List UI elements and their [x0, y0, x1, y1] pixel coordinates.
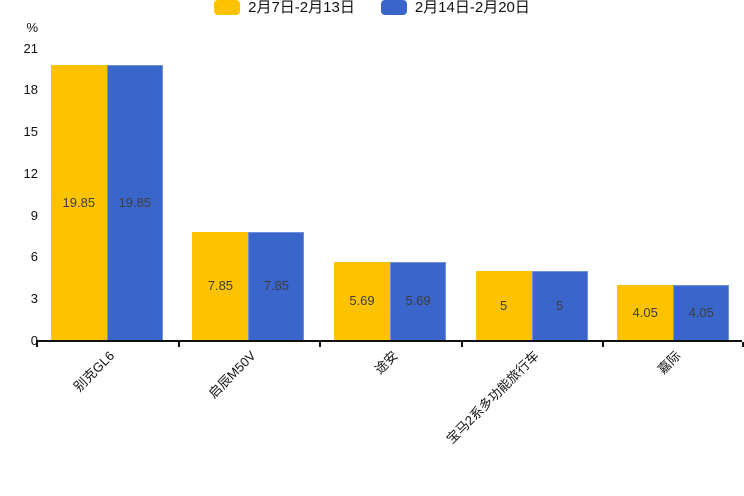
bar-value-label: 5.69 [349, 293, 375, 309]
bar-week1-3 [475, 271, 532, 341]
y-tick-label: 21 [23, 40, 38, 56]
y-tick-label: 0 [30, 333, 38, 348]
bar-week1-2 [334, 261, 390, 341]
x-tick [460, 342, 463, 347]
x-tick [319, 342, 322, 347]
bar-value-label: 5.69 [405, 293, 431, 309]
bar-value-label: 19.85 [62, 194, 96, 210]
x-tick [36, 342, 38, 347]
bar-week1-4 [617, 284, 674, 341]
legend-item-0[interactable]: 2月7日-2月13日 [214, 0, 355, 15]
y-tick-label: 3 [30, 291, 38, 307]
bar-week2-2 [390, 261, 446, 341]
bar-value-label: 7.85 [263, 278, 290, 294]
x-tick [177, 342, 180, 347]
x-axis-line [36, 340, 742, 342]
legend-swatch [214, 0, 241, 15]
y-tick-label: 12 [23, 165, 38, 181]
y-tick-label: 9 [30, 207, 38, 223]
y-axis-unit-label: % [26, 20, 38, 35]
bar-week1-0 [50, 64, 107, 341]
x-category-label: 嘉际 [654, 348, 684, 378]
bar-week2-1 [248, 231, 305, 341]
bar-value-label: 7.85 [207, 278, 234, 294]
bar-week2-4 [673, 284, 730, 341]
legend-label: 2月7日-2月13日 [248, 0, 355, 16]
x-tick [742, 342, 744, 347]
legend: 2月7日-2月13日 2月14日-2月20日 [0, 0, 744, 15]
bar-week2-0 [106, 64, 163, 341]
bar-value-label: 19.85 [118, 194, 152, 210]
x-category-label: 别克GL6 [71, 348, 118, 395]
legend-label: 2月14日-2月20日 [414, 0, 530, 16]
bar-value-label: 5 [499, 298, 508, 314]
x-category-label: 宝马2系多功能旅行车 [443, 348, 543, 447]
y-tick-label: 18 [23, 82, 38, 98]
legend-swatch [380, 0, 407, 15]
bar-week1-1 [192, 231, 249, 341]
y-tick-label: 6 [30, 249, 38, 265]
legend-item-1[interactable]: 2月14日-2月20日 [380, 0, 530, 16]
bar-value-label: 4.05 [688, 304, 714, 320]
x-category-label: 启辰M50V [206, 348, 260, 402]
bar-value-label: 4.05 [632, 304, 658, 320]
x-category-label: 途安 [371, 348, 401, 378]
y-tick-label: 15 [23, 124, 38, 140]
bar-value-label: 5 [555, 298, 564, 314]
bar-week2-3 [531, 271, 588, 341]
x-tick [602, 342, 605, 347]
